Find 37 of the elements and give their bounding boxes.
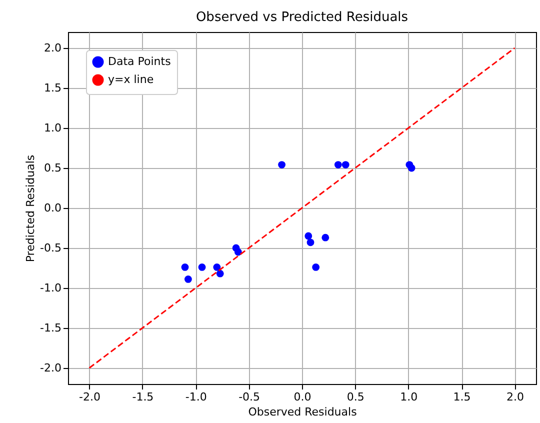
x-tick-label: 1.5 (453, 390, 471, 404)
y-tick-label: 0.0 (44, 202, 62, 214)
legend-label: y=x line (108, 73, 154, 86)
point (216, 270, 224, 278)
y-tick-label: -2.0 (40, 362, 62, 374)
y-axis-title: Predicted Residuals (24, 154, 38, 262)
point (198, 264, 206, 271)
y-tick-label: -1.0 (40, 282, 62, 294)
legend-label: Data Points (108, 55, 172, 68)
chart-title: Observed vs Predicted Residuals (196, 10, 408, 25)
point (234, 248, 242, 256)
x-tick-label: 2.0 (506, 390, 524, 404)
point (342, 161, 350, 168)
x-tick-label: 0.5 (346, 390, 364, 404)
point (304, 232, 312, 240)
point (306, 238, 314, 246)
x-axis-title: Observed Residuals (248, 406, 358, 418)
y-tick-label: 1.5 (44, 82, 62, 94)
point (322, 234, 330, 242)
point (213, 264, 221, 271)
point (181, 264, 189, 271)
y-tick-label: -1.5 (40, 322, 62, 334)
x-tick-label: -1.0 (185, 390, 207, 404)
x-tick-label: 1.0 (400, 390, 418, 404)
point (312, 264, 320, 271)
y-tick-label: 1.0 (44, 122, 62, 134)
point (408, 164, 416, 172)
y-tick-label: 2.0 (44, 42, 62, 54)
point (184, 276, 192, 283)
point (278, 161, 286, 168)
x-tick-label: -1.5 (132, 390, 154, 404)
x-tick-label: -0.5 (238, 390, 260, 404)
y-tick-label: 0.5 (44, 162, 62, 174)
x-tick-label: 0.0 (294, 390, 312, 404)
point (334, 161, 342, 168)
x-tick-label: -2.0 (79, 390, 101, 404)
y-tick-label: -0.5 (40, 242, 62, 254)
